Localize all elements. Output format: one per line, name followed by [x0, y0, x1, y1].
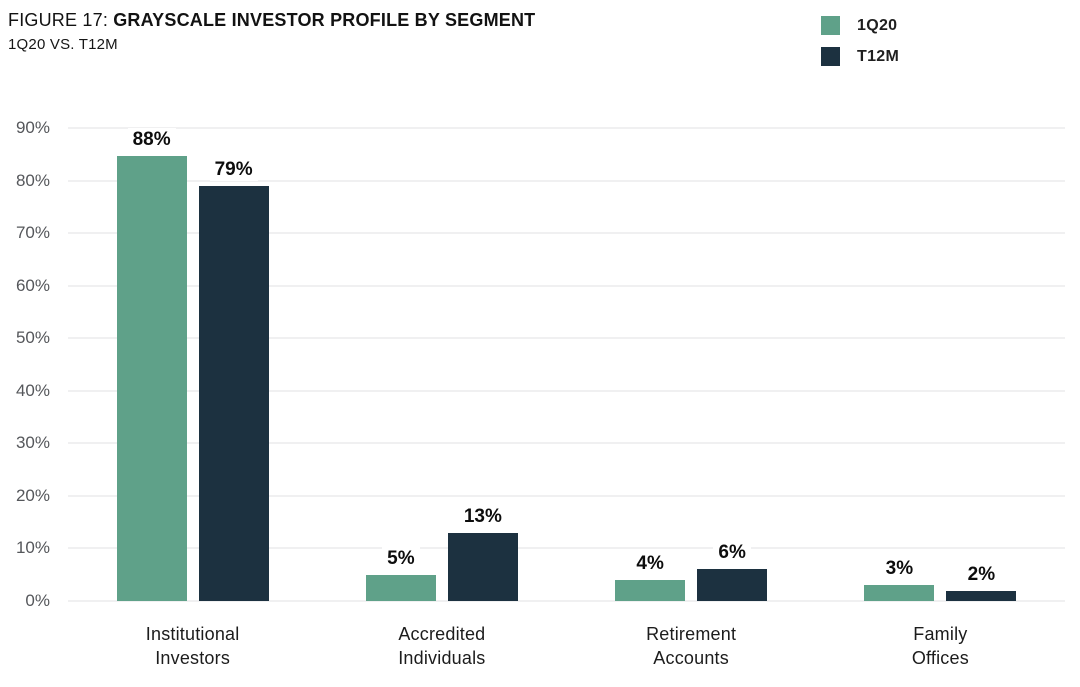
bar-1q20-retirement-accounts: [615, 579, 686, 601]
legend-label-t12m: T12M: [857, 47, 900, 65]
bar-1q20-accredited-individuals: [365, 574, 436, 601]
gridline-70: [68, 232, 1065, 234]
bar-t12m-family-offices: [946, 590, 1017, 601]
bar-value-label: 5%: [382, 546, 420, 570]
legend-label-1q20: 1Q20: [857, 16, 898, 34]
bar-value-label: 13%: [458, 504, 507, 528]
bar-value-label: 4%: [631, 551, 669, 575]
bar-1q20-institutional-investors: [116, 156, 187, 601]
y-tick-label: 70%: [15, 223, 50, 243]
gridline-90: [68, 127, 1065, 129]
bar-group-retirement-accounts: 4% 6%: [567, 128, 816, 601]
chart-title: FIGURE 17: GRAYSCALE INVESTOR PROFILE BY…: [8, 10, 535, 32]
x-label-accredited-individuals: Accredited Individuals: [398, 624, 486, 669]
chart-header: FIGURE 17: GRAYSCALE INVESTOR PROFILE BY…: [8, 10, 535, 53]
chart-subtitle: 1Q20 VS. T12M: [8, 35, 118, 53]
figure-number-label: FIGURE 17:: [8, 10, 114, 30]
y-tick-label: 50%: [15, 328, 50, 348]
legend-swatch-t12m: [821, 47, 840, 66]
chart-title-text: GRAYSCALE INVESTOR PROFILE BY SEGMENT: [113, 10, 536, 30]
bar-t12m-retirement-accounts: [697, 569, 768, 601]
gridline-60: [68, 285, 1065, 287]
gridline-40: [68, 390, 1065, 392]
bar-1q20-family-offices: [864, 585, 935, 601]
x-label-retirement-accounts: Retirement Accounts: [646, 624, 737, 669]
bar-value-label: 88%: [127, 128, 176, 151]
plot-area: 90% 80% 70% 60% 50% 40% 30% 20% 10% 0% 8…: [16, 118, 1065, 610]
legend-item-t12m: T12M: [821, 47, 899, 66]
gridline-0: [68, 600, 1065, 602]
bar-cell: 79%: [198, 128, 269, 601]
bar-cell: 6%: [697, 128, 768, 601]
y-tick-label: 90%: [15, 118, 50, 137]
bar-cell: 13%: [447, 128, 518, 601]
bar-group-family-offices: 3% 2%: [816, 128, 1065, 601]
gridline-10: [68, 547, 1065, 549]
bar-cell: 88%: [116, 128, 187, 601]
y-tick-label: 40%: [15, 380, 50, 400]
x-label-family-offices: Family Offices: [911, 624, 969, 669]
bar-cell: 5%: [365, 128, 436, 601]
bar-cell: 3%: [864, 128, 935, 601]
bar-group-institutional-investors: 88% 79%: [68, 128, 317, 601]
gridline-50: [68, 337, 1065, 339]
bar-value-label: 3%: [880, 557, 919, 581]
bar-value-label: 6%: [713, 541, 751, 565]
y-tick-label: 10%: [15, 538, 50, 558]
legend-swatch-1q20: [821, 16, 840, 35]
bar-cell: 4%: [615, 128, 686, 601]
bar-value-label: 79%: [209, 157, 258, 181]
y-tick-label: 20%: [15, 485, 50, 505]
bar-group-accredited-individuals: 5% 13%: [317, 128, 566, 601]
bar-value-label: 2%: [962, 562, 1001, 586]
chart-legend: 1Q20 T12M: [821, 16, 899, 66]
bar-cell: 2%: [946, 128, 1017, 601]
bar-t12m-accredited-individuals: [447, 532, 518, 601]
y-tick-label: 60%: [15, 275, 50, 295]
gridline-80: [68, 180, 1065, 182]
y-tick-label: 30%: [15, 433, 50, 453]
legend-item-1q20: 1Q20: [821, 16, 899, 35]
gridline-20: [68, 495, 1065, 497]
gridline-30: [68, 442, 1065, 444]
y-tick-label: 0%: [25, 591, 50, 610]
x-label-institutional-investors: Institutional Investors: [145, 624, 240, 669]
x-axis-labels: Institutional Investors Accredited Indiv…: [68, 622, 1065, 671]
y-tick-label: 80%: [15, 170, 50, 190]
bar-t12m-institutional-investors: [198, 185, 269, 601]
bar-groups: 88% 79% 5% 13% 4: [68, 128, 1065, 601]
